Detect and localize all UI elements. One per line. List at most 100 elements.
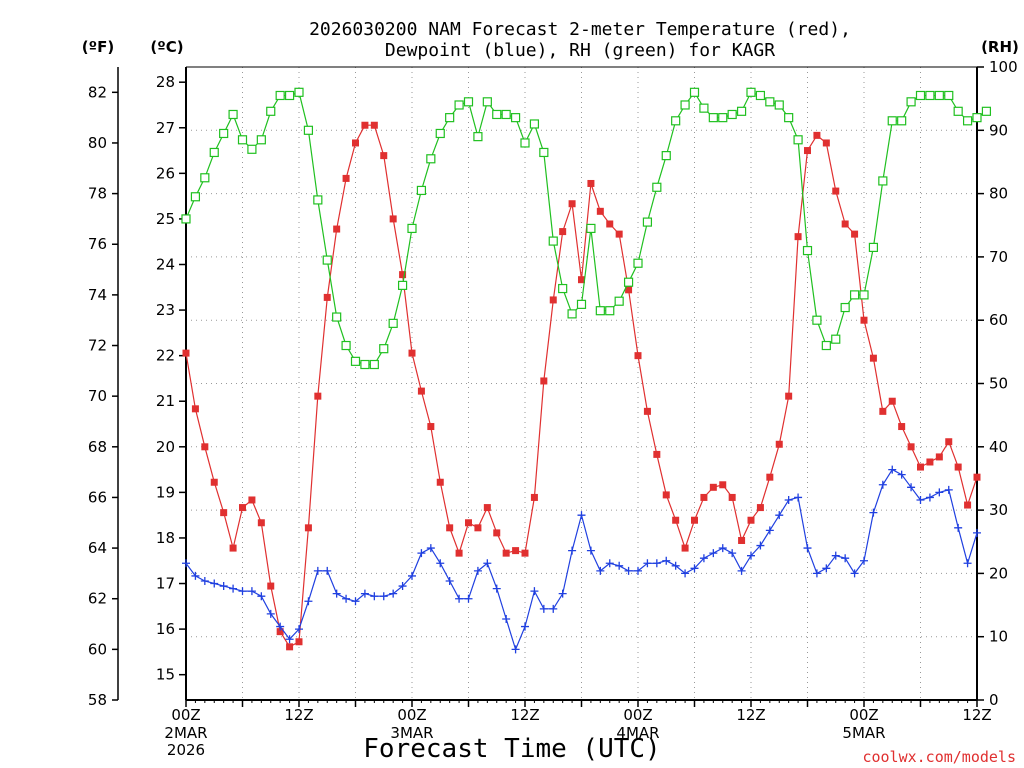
dewpoint-point (605, 559, 614, 568)
rh-point (350, 356, 361, 366)
dewpoint-point (737, 566, 746, 575)
series-layer (181, 87, 992, 654)
temperature-point (493, 529, 501, 537)
rh-point (878, 176, 888, 186)
rh-point (445, 113, 455, 123)
temperature-point (483, 504, 491, 512)
rh-point (473, 132, 483, 142)
x-tick-label: 12Z (962, 706, 991, 724)
celsius-tick-label: 27 (156, 119, 175, 137)
rh-point (661, 151, 671, 161)
chart-axes: 58 60 62 64 66 68 70 72 74 76 78 80 82 15 16 17 18 19 20 21… (88, 58, 1018, 759)
rh-point (605, 306, 615, 316)
dewpoint-point (360, 589, 369, 598)
temperature-point (521, 549, 529, 557)
temperature-point (502, 549, 510, 557)
dewpoint-point (841, 554, 850, 563)
temperature-point (879, 407, 887, 415)
celsius-tick-label: 20 (156, 438, 175, 456)
rh-point (962, 116, 973, 126)
celsius-tick-label: 24 (156, 255, 175, 273)
temperature-point (408, 349, 416, 357)
temperature-point (427, 423, 435, 431)
dewpoint-point (888, 465, 897, 474)
temperature-point (785, 392, 793, 400)
dewpoint-point (323, 566, 332, 575)
dewpoint-point (860, 556, 868, 565)
temperature-point (794, 233, 802, 241)
rh-point (388, 318, 398, 328)
fahrenheit-tick-label: 78 (88, 185, 107, 203)
temperature-point (446, 524, 454, 532)
dewpoint-point (511, 645, 520, 654)
rh-point (944, 90, 954, 101)
rh-point (482, 97, 492, 107)
dewpoint-point (521, 622, 529, 631)
dewpoint-point (332, 589, 341, 598)
rh-point (774, 100, 784, 110)
rh-point (539, 147, 549, 158)
dewpoint-point (709, 549, 718, 558)
rh-point (275, 90, 285, 101)
dewpoint-point (492, 584, 501, 593)
rh-point (529, 119, 540, 129)
rh-point (341, 340, 351, 351)
dewpoint-point (831, 551, 840, 560)
temperature-point (888, 397, 896, 405)
temperature-point (323, 293, 331, 301)
dewpoint-point (276, 622, 285, 631)
temperature-point (182, 349, 190, 357)
temperature-point (210, 478, 218, 486)
dewpoint-point (973, 528, 981, 537)
rh-point (181, 214, 191, 224)
dewpoint-point (502, 614, 511, 623)
fahrenheit-tick-label: 70 (88, 387, 107, 405)
rh-point (859, 290, 869, 300)
x-tick-label: 00Z (623, 706, 652, 724)
rh-point (303, 125, 314, 135)
chart-title-line2: Dewpoint (blue), RH (green) for KAGR (385, 40, 775, 61)
temperature-point (578, 276, 585, 284)
rh-tick-label: 0 (989, 691, 999, 709)
dewpoint-point (342, 594, 351, 603)
dewpoint-point (229, 584, 238, 593)
rh-point (633, 258, 643, 268)
x-year-label: 2026 (167, 741, 205, 759)
dewpoint-point (210, 579, 219, 588)
dewpoint-point (408, 571, 416, 580)
temperature-point (465, 519, 472, 527)
celsius-tick-label: 18 (156, 529, 175, 547)
dewpoint-point (285, 635, 294, 644)
temperature-point (239, 504, 246, 512)
fahrenheit-tick-label: 76 (88, 235, 107, 253)
celsius-tick-label: 19 (156, 483, 175, 501)
dewpoint-point (445, 576, 454, 585)
celsius-tick-label: 17 (156, 575, 175, 593)
dewpoint-point (878, 480, 887, 489)
x-tick-label: 00Z (849, 706, 878, 724)
temperature-point (935, 453, 943, 461)
dewpoint-point (191, 571, 200, 580)
temperature-point (813, 131, 821, 139)
rh-point (642, 217, 653, 227)
fahrenheit-tick-label: 72 (88, 337, 107, 355)
dewpoint-point (313, 566, 322, 575)
rh-point (736, 106, 747, 116)
rh-point (454, 100, 464, 110)
celsius-tick-label: 28 (156, 73, 175, 91)
temperature-point (775, 440, 783, 448)
temperature-point (295, 638, 303, 646)
dewpoint-point (586, 546, 595, 555)
rh-point (284, 90, 295, 101)
temperature-point (756, 504, 764, 512)
dewpoint-point (624, 566, 633, 575)
temperature-point (267, 582, 275, 590)
dewpoint-point (634, 566, 642, 575)
rh-point (915, 90, 926, 101)
dewpoint-point (200, 576, 209, 585)
temperature-point (691, 516, 698, 524)
temperature-point (436, 478, 444, 486)
temperature-point (822, 139, 830, 147)
temperature-point (568, 200, 576, 208)
rh-point (868, 242, 879, 253)
